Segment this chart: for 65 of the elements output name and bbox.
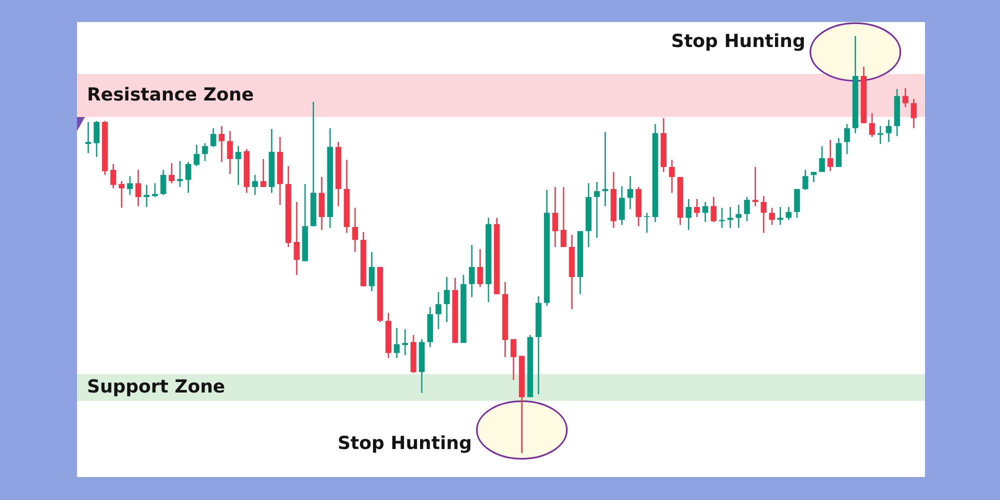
candlestick bbox=[135, 169, 142, 207]
candlestick bbox=[218, 125, 225, 163]
candlestick bbox=[627, 175, 634, 210]
candlestick bbox=[777, 206, 784, 226]
candlestick bbox=[602, 131, 608, 207]
candlestick bbox=[686, 198, 692, 231]
candlestick bbox=[235, 145, 242, 186]
candlestick bbox=[152, 182, 158, 198]
candlestick bbox=[694, 198, 700, 218]
candlestick bbox=[177, 160, 183, 188]
candlestick bbox=[94, 120, 100, 158]
candlestick bbox=[510, 338, 516, 381]
candlestick bbox=[368, 251, 375, 292]
candlestick bbox=[769, 207, 775, 226]
candlestick bbox=[85, 121, 92, 154]
candlestick bbox=[468, 244, 475, 298]
candlestick bbox=[144, 184, 150, 208]
candlestick bbox=[168, 162, 175, 184]
candlestick bbox=[786, 206, 792, 221]
candlestick bbox=[202, 142, 208, 162]
candlestick bbox=[669, 159, 675, 194]
candlestick bbox=[260, 158, 266, 188]
candlestick bbox=[227, 130, 233, 175]
candlestick bbox=[594, 181, 600, 238]
candlestick bbox=[436, 291, 442, 330]
candlestick bbox=[160, 169, 166, 196]
candlestick bbox=[744, 196, 750, 222]
candlestick bbox=[644, 212, 650, 234]
candlestick bbox=[394, 327, 400, 359]
candlestick bbox=[185, 161, 192, 194]
candlestick bbox=[110, 163, 116, 189]
candlestick bbox=[827, 139, 834, 172]
candlestick bbox=[194, 144, 200, 167]
candlestick bbox=[752, 166, 758, 207]
candlestick bbox=[444, 276, 450, 323]
band-label: Resistance Zone bbox=[87, 84, 254, 106]
candlestick bbox=[844, 123, 850, 155]
candlestick bbox=[252, 174, 258, 196]
annotation: Stop Hunting bbox=[671, 31, 806, 52]
candlestick bbox=[560, 186, 566, 248]
candlestick bbox=[352, 207, 358, 253]
candlestick bbox=[477, 248, 484, 288]
candlestick bbox=[210, 128, 216, 148]
candlestick bbox=[118, 180, 125, 208]
candlestick bbox=[877, 125, 884, 145]
candlestick bbox=[760, 195, 767, 234]
candlestick bbox=[869, 112, 875, 138]
candlestick bbox=[294, 201, 300, 276]
candlestick bbox=[819, 145, 825, 173]
candlestick bbox=[552, 186, 558, 248]
candlestick bbox=[618, 185, 625, 226]
candlestick bbox=[710, 196, 717, 223]
candlestick bbox=[902, 87, 908, 108]
candlestick bbox=[402, 328, 408, 356]
candlestick bbox=[727, 206, 734, 228]
candlestick bbox=[802, 169, 808, 191]
candlestick bbox=[886, 119, 892, 143]
annotation: Stop Hunting bbox=[338, 432, 472, 454]
candlestick bbox=[127, 175, 133, 196]
candlestick bbox=[910, 98, 917, 129]
candlestick bbox=[794, 188, 800, 218]
candlestick bbox=[836, 138, 842, 168]
candlestick bbox=[736, 204, 742, 228]
band-label: Support Zone bbox=[87, 376, 226, 398]
candlestick bbox=[702, 201, 708, 223]
